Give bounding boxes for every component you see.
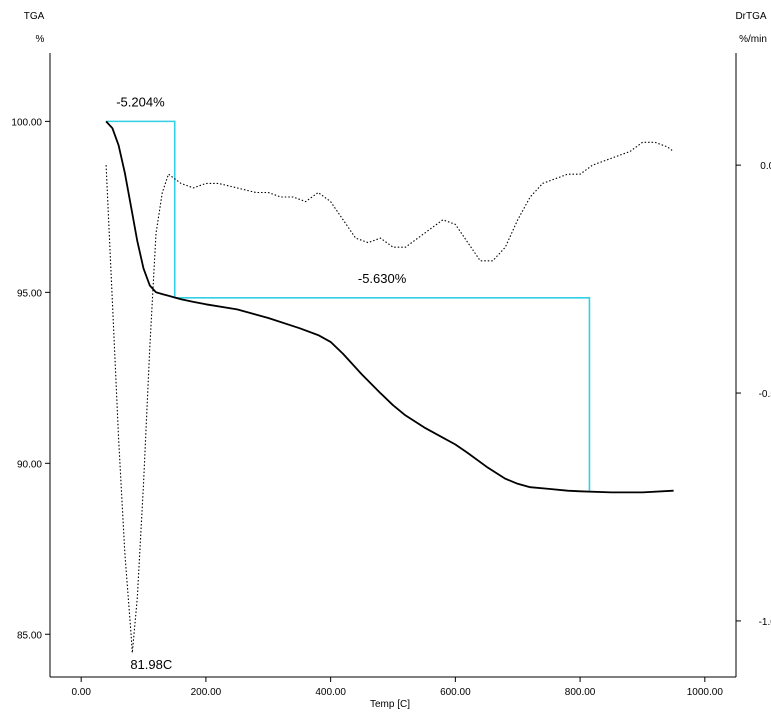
series-tga-line bbox=[105, 120, 674, 494]
plot-frame bbox=[49, 53, 737, 678]
left-axis-title: TGA bbox=[24, 11, 45, 22]
right-y-tick-label: 0.00 bbox=[760, 161, 771, 172]
step-label-1: -5.204% bbox=[116, 94, 165, 109]
x-tick-label: 0.00 bbox=[71, 687, 91, 698]
left-y-tick-label: 90.00 bbox=[17, 459, 42, 470]
x-tick-label: 800.00 bbox=[565, 687, 596, 698]
x-axis-title: Temp [C] bbox=[370, 699, 410, 710]
x-tick-label: 1000.00 bbox=[687, 687, 724, 698]
left-y-tick-label: 85.00 bbox=[17, 630, 42, 641]
step-label-2: -5.630% bbox=[358, 271, 407, 286]
steps-layer: -5.204% -5.630% bbox=[106, 94, 591, 491]
left-y-tick-label: 100.00 bbox=[11, 117, 42, 128]
right-axis-unit: %/min bbox=[739, 34, 767, 45]
x-tick-label: 600.00 bbox=[440, 687, 471, 698]
right-y-tick-label: -0.50 bbox=[759, 389, 771, 400]
x-tick-label: 400.00 bbox=[315, 687, 346, 698]
annotations-layer: 81.98C bbox=[130, 657, 172, 672]
x-tick-label: 200.00 bbox=[191, 687, 222, 698]
ticks-layer: 0.00 200.00 400.00 600.00 800.00 1000.00 100.0… bbox=[11, 117, 771, 698]
series-layer bbox=[105, 120, 674, 654]
right-y-tick-label: -1.00 bbox=[759, 617, 771, 628]
step-bracket-2 bbox=[174, 297, 591, 491]
left-y-tick-label: 95.00 bbox=[17, 288, 42, 299]
right-axis-title: DrTGA bbox=[735, 11, 766, 22]
step-bracket-1 bbox=[106, 120, 176, 298]
left-axis-unit: % bbox=[36, 34, 45, 45]
series-drtga-line bbox=[105, 141, 674, 654]
peak-annotation: 81.98C bbox=[130, 657, 172, 672]
